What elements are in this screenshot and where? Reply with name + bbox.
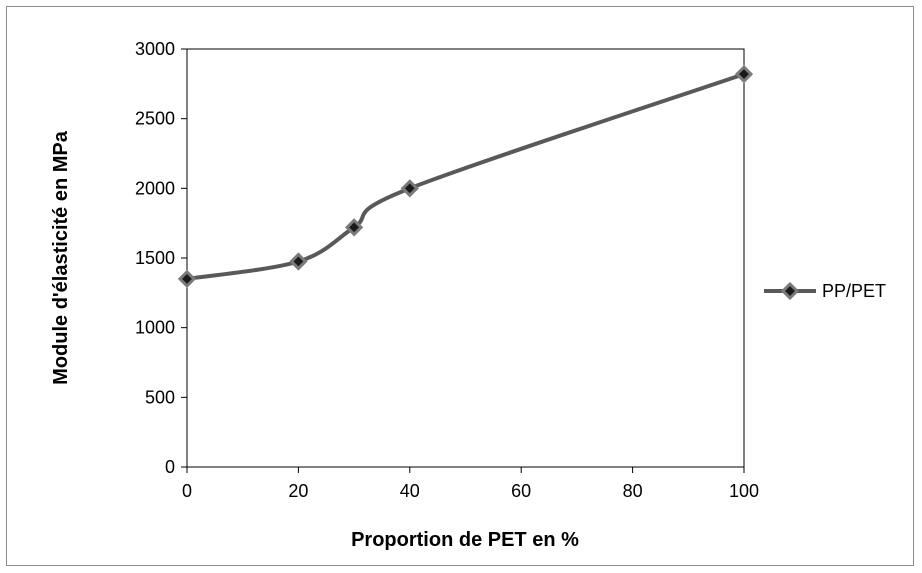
- data-point-marker: [734, 64, 754, 84]
- data-point-marker: [289, 252, 308, 271]
- legend-label: PP/PET: [822, 281, 886, 301]
- y-tick-label: 3000: [135, 39, 175, 59]
- data-point-marker: [177, 269, 197, 289]
- data-point-marker: [400, 179, 419, 198]
- y-tick-label: 0: [165, 457, 175, 477]
- x-axis-title: Proportion de PET en %: [351, 529, 579, 551]
- legend: PP/PET: [764, 281, 886, 301]
- y-tick-label: 2000: [135, 178, 175, 198]
- y-axis-title: Module d'élasticité en MPa: [50, 130, 72, 385]
- x-tick-label: 40: [400, 481, 420, 501]
- y-tick-label: 1500: [135, 248, 175, 268]
- x-tick-label: 0: [182, 481, 192, 501]
- plot-area: [186, 48, 745, 468]
- legend-marker: [780, 281, 800, 301]
- series-group: [177, 64, 754, 289]
- y-axis-ticks: 0 500 1000 1500 2000 2500 3000: [135, 39, 187, 477]
- y-tick-label: 1000: [135, 318, 175, 338]
- y-tick-label: 2500: [135, 109, 175, 129]
- x-axis-ticks: 0 20 40 60 80 100: [182, 467, 759, 501]
- x-tick-label: 20: [288, 481, 308, 501]
- data-point-marker: [344, 218, 364, 237]
- y-tick-label: 500: [145, 387, 175, 407]
- x-tick-label: 100: [729, 481, 759, 501]
- series-line-pp-pet: [186, 72, 745, 281]
- x-tick-label: 60: [511, 481, 531, 501]
- x-tick-label: 80: [623, 481, 643, 501]
